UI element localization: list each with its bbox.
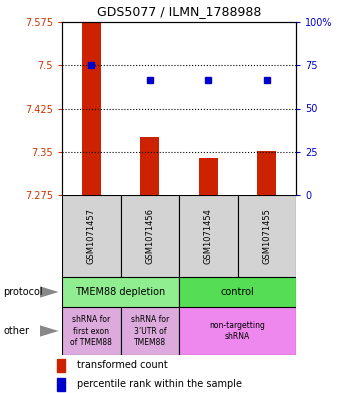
Bar bbox=[120, 307, 179, 355]
Bar bbox=[62, 277, 179, 307]
Bar bbox=[82, 22, 101, 195]
Bar bbox=[238, 195, 296, 277]
Text: other: other bbox=[3, 326, 29, 336]
Text: transformed count: transformed count bbox=[78, 360, 168, 370]
Text: control: control bbox=[221, 287, 254, 297]
Text: GSM1071455: GSM1071455 bbox=[262, 208, 271, 264]
Bar bbox=[199, 158, 218, 195]
Polygon shape bbox=[40, 325, 58, 337]
Bar bbox=[179, 307, 296, 355]
Text: shRNA for
3’UTR of
TMEM88: shRNA for 3’UTR of TMEM88 bbox=[131, 316, 169, 347]
Text: GSM1071454: GSM1071454 bbox=[204, 208, 213, 264]
Bar bbox=[179, 195, 238, 277]
Text: protocol: protocol bbox=[3, 287, 43, 297]
Bar bbox=[257, 151, 276, 195]
Bar bbox=[140, 137, 159, 195]
Text: GSM1071456: GSM1071456 bbox=[145, 208, 154, 264]
Bar bbox=[62, 307, 120, 355]
Polygon shape bbox=[40, 286, 58, 298]
Bar bbox=[120, 195, 179, 277]
Text: shRNA for
first exon
of TMEM88: shRNA for first exon of TMEM88 bbox=[70, 316, 112, 347]
Text: percentile rank within the sample: percentile rank within the sample bbox=[78, 379, 242, 389]
Text: TMEM88 depletion: TMEM88 depletion bbox=[75, 287, 166, 297]
Bar bbox=[62, 195, 120, 277]
Bar bbox=[57, 378, 65, 391]
Text: GSM1071457: GSM1071457 bbox=[87, 208, 96, 264]
Title: GDS5077 / ILMN_1788988: GDS5077 / ILMN_1788988 bbox=[97, 5, 261, 18]
Text: non-targetting
shRNA: non-targetting shRNA bbox=[209, 321, 266, 341]
Bar bbox=[57, 359, 65, 372]
Bar bbox=[179, 277, 296, 307]
